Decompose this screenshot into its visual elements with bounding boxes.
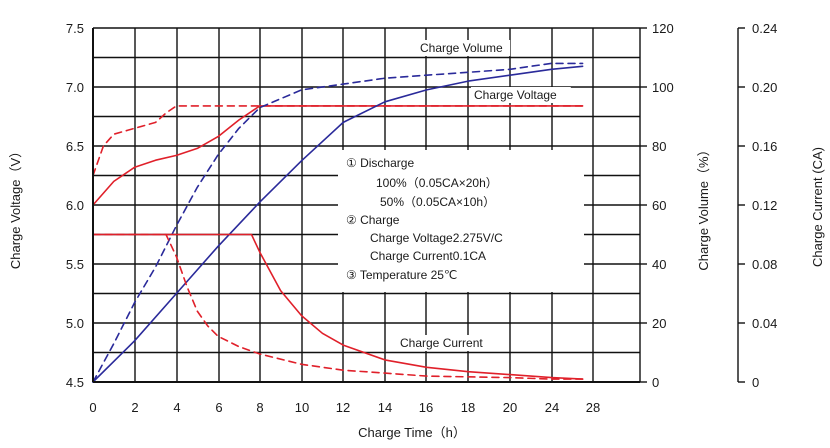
curve-label-bg [471, 87, 571, 103]
y-axis-title-right-current: Charge Current (CA) [810, 147, 825, 267]
x-tick-label: 8 [256, 400, 263, 415]
x-tick-label: 18 [461, 400, 475, 415]
y-tick-label-left: 5.0 [66, 316, 84, 331]
y-tick-label-current: 0.16 [752, 139, 777, 154]
y-tick-label-current: 0.24 [752, 21, 777, 36]
legend-line: Charge Voltage2.275V/C [370, 231, 503, 245]
y-tick-label-volume: 60 [652, 198, 666, 213]
legend-line: 50%（0.05CA×10h） [380, 195, 495, 209]
y-tick-label-current: 0.04 [752, 316, 777, 331]
x-tick-label: 24 [545, 400, 559, 415]
y-tick-label-current: 0.20 [752, 80, 777, 95]
legend-line: ① Discharge [346, 156, 414, 170]
y-tick-label-current: 0.08 [752, 257, 777, 272]
curve-label-bg [397, 335, 497, 351]
x-tick-label: 28 [586, 400, 600, 415]
y-axis-title-right-volume: Charge Volume（%） [696, 143, 711, 270]
x-tick-label: 10 [295, 400, 309, 415]
y-tick-label-volume: 0 [652, 375, 659, 390]
curve-label-bg [417, 40, 511, 56]
legend-line: 100%（0.05CA×20h） [376, 176, 498, 190]
x-tick-label: 4 [173, 400, 180, 415]
y-tick-label-left: 7.0 [66, 80, 84, 95]
curve-label: Charge Voltage [474, 88, 557, 102]
legend: ① Discharge 100%（0.05CA×20h） 50%（0.05CA×10… [346, 156, 503, 282]
volume-curve-dashed [92, 62, 584, 383]
curve-labels: Charge Volume Charge Voltage Charge Curren… [397, 40, 571, 351]
x-tick-label: 0 [89, 400, 96, 415]
x-tick-label: 12 [336, 400, 350, 415]
y-tick-label-volume: 80 [652, 139, 666, 154]
curve-label: Charge Current [400, 336, 483, 350]
y-tick-label-volume: 20 [652, 316, 666, 331]
y-tick-label-volume: 100 [652, 80, 674, 95]
x-tick-label: 2 [131, 400, 138, 415]
current-curve-solid [92, 233, 584, 380]
legend-line: ② Charge [346, 213, 400, 227]
legend-line: ③ Temperature 25℃ [346, 268, 457, 282]
volume-curve-solid [92, 65, 584, 383]
curve-label: Charge Volume [420, 41, 503, 55]
x-axis-title: Charge Time（h） [358, 425, 466, 440]
voltage-curve-dashed [92, 105, 584, 177]
y-axis-title-left: Charge Voltage（V） [8, 145, 23, 269]
y-tick-label-volume: 120 [652, 21, 674, 36]
x-tick-label: 6 [215, 400, 222, 415]
y-tick-label-left: 7.5 [66, 21, 84, 36]
y-tick-label-left: 6.0 [66, 198, 84, 213]
x-tick-label: 20 [503, 400, 517, 415]
y-tick-label-left: 6.5 [66, 139, 84, 154]
legend-line: Charge Current0.1CA [370, 249, 486, 263]
legend-box [338, 150, 584, 292]
y-tick-label-left: 5.5 [66, 257, 84, 272]
y-tick-label-current: 0.12 [752, 198, 777, 213]
tick-labels: 0 2 4 6 8 10 12 14 16 18 20 24 287.57.06.56.05.55.04… [66, 21, 777, 415]
current-curve-dashed [92, 233, 584, 380]
y-tick-label-current: 0 [752, 375, 759, 390]
y-tick-label-left: 4.5 [66, 375, 84, 390]
curves [92, 62, 584, 383]
axes [92, 27, 745, 383]
y-tick-label-volume: 40 [652, 257, 666, 272]
x-tick-label: 14 [378, 400, 392, 415]
x-tick-label: 16 [419, 400, 433, 415]
